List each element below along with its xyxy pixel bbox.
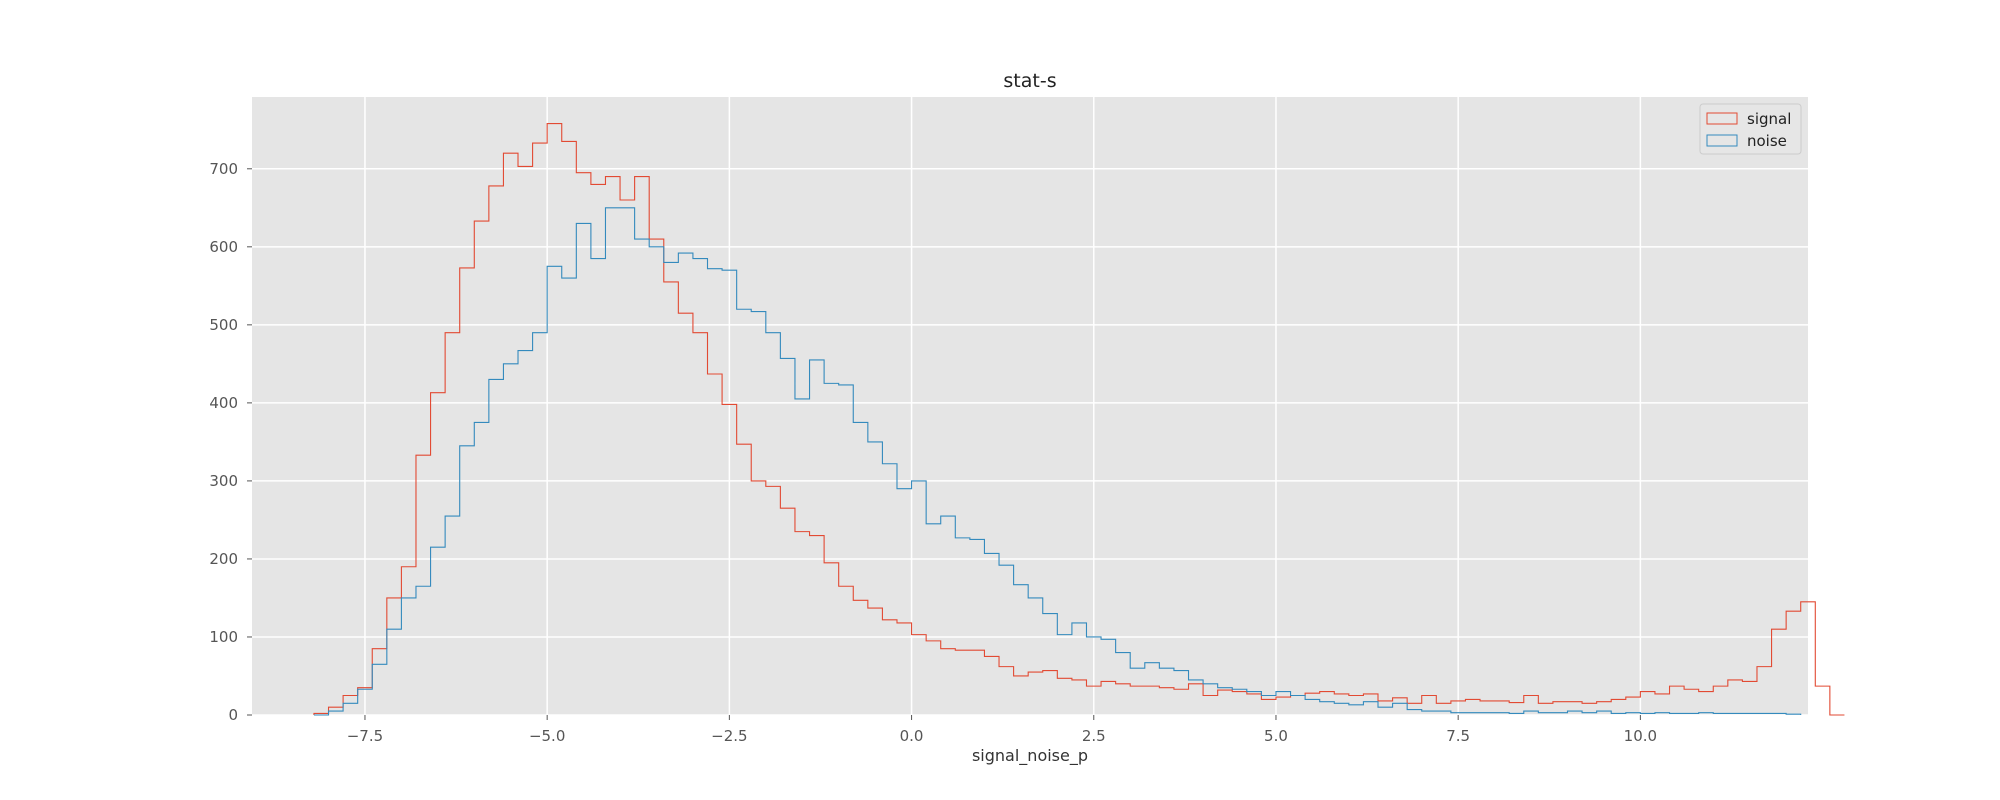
x-tick-label: 10.0 xyxy=(1624,727,1657,745)
legend-swatch-noise xyxy=(1706,134,1738,147)
y-tick-label: 0 xyxy=(228,706,238,724)
legend-label-noise: noise xyxy=(1747,132,1787,150)
grid-lines xyxy=(252,97,1808,716)
x-axis: −7.5 −5.0 −2.5 0.0 2.5 5.0 7.5 10.0 xyxy=(347,715,1657,745)
y-axis: 0 100 200 300 400 500 600 700 xyxy=(209,160,252,724)
legend: signal noise xyxy=(1699,103,1802,155)
y-tick-label: 300 xyxy=(209,472,238,490)
x-tick-label: 2.5 xyxy=(1082,727,1106,745)
legend-box xyxy=(1699,103,1802,155)
series-noise-step xyxy=(313,207,1802,716)
x-tick-label: 0.0 xyxy=(900,727,924,745)
y-tick-label: 700 xyxy=(209,160,238,178)
legend-swatch-signal xyxy=(1706,112,1738,125)
y-tick-label: 200 xyxy=(209,550,238,568)
plot-area xyxy=(252,97,1808,715)
y-tick-label: 100 xyxy=(209,628,238,646)
y-tick-label: 400 xyxy=(209,394,238,412)
y-tick-label: 600 xyxy=(209,238,238,256)
chart-title: stat-s xyxy=(1003,70,1056,92)
series-layer xyxy=(313,122,1845,716)
x-tick-label: −2.5 xyxy=(711,727,747,745)
x-tick-label: 5.0 xyxy=(1264,727,1288,745)
series-signal-step xyxy=(313,122,1845,716)
y-tick-label: 500 xyxy=(209,316,238,334)
x-tick-label: 7.5 xyxy=(1446,727,1470,745)
legend-label-signal: signal xyxy=(1747,110,1791,128)
x-tick-label: −5.0 xyxy=(529,727,565,745)
x-axis-label: signal_noise_p xyxy=(972,746,1088,766)
x-tick-label: −7.5 xyxy=(347,727,383,745)
